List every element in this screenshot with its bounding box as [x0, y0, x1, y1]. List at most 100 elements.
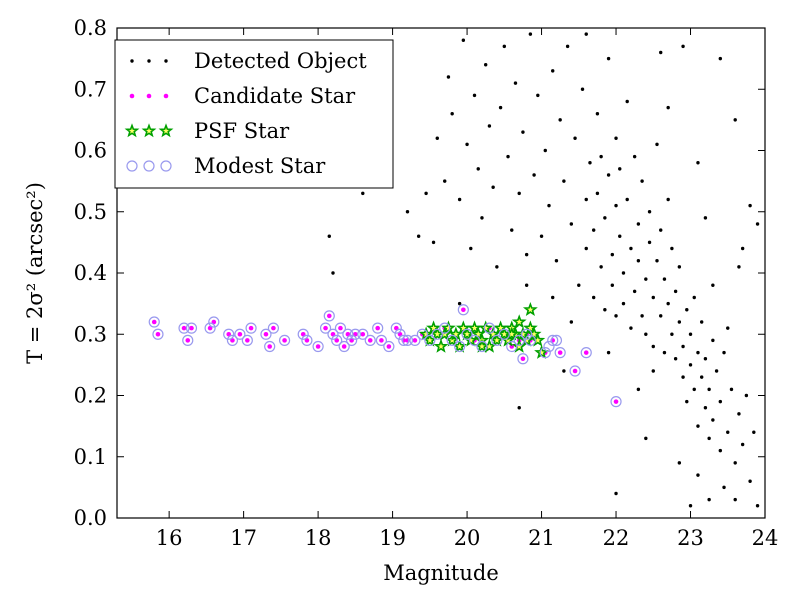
- modest-star-point: [331, 334, 343, 346]
- legend-marker-modest-star: [143, 160, 155, 172]
- psf-star-point: [534, 344, 549, 359]
- detected-object-point: [640, 179, 644, 183]
- detected-object-point: [644, 332, 648, 336]
- detected-object-point: [722, 350, 726, 355]
- detected-object-point: [636, 222, 641, 226]
- modest-star-point: [521, 328, 533, 340]
- modest-star-point: [569, 365, 581, 377]
- candidate-star-point: [461, 307, 466, 313]
- candidate-star-point: [245, 338, 250, 343]
- modest-star-point: [364, 334, 376, 346]
- detected-object-point: [681, 44, 685, 49]
- y-tick-label: 0.5: [74, 200, 107, 224]
- detected-object-point: [662, 350, 667, 355]
- detected-object-point: [644, 436, 648, 441]
- detected-object-point: [443, 179, 447, 183]
- modest-star-point: [550, 334, 563, 346]
- modest-star-point: [349, 328, 361, 340]
- modest-star-point: [267, 322, 280, 334]
- detected-object-point: [476, 167, 480, 171]
- modest-star-point: [457, 304, 469, 316]
- detected-object-point: [655, 259, 659, 263]
- detected-object-point: [614, 314, 618, 318]
- candidate-star-point: [520, 356, 526, 362]
- x-tick-label: 21: [528, 526, 555, 550]
- legend-marker-detected-object: [130, 59, 134, 63]
- detected-object-point: [632, 154, 637, 159]
- detected-object-point: [655, 142, 659, 147]
- detected-object-point: [435, 136, 439, 140]
- detected-object-point: [591, 295, 596, 300]
- detected-object-point: [685, 399, 689, 404]
- legend-label-psf-star: PSF Star: [194, 119, 290, 143]
- detected-object-point: [647, 210, 652, 214]
- detected-object-point: [595, 112, 600, 116]
- modest-star-point: [506, 340, 518, 353]
- legend: Detected Object Candidate Star PSF Star Mod…: [114, 39, 394, 189]
- detected-object-point: [711, 418, 715, 422]
- detected-object-point: [699, 320, 704, 324]
- modest-star-point: [476, 340, 488, 353]
- detected-object-point: [688, 332, 693, 336]
- psf-star-point: [522, 301, 538, 317]
- x-axis-label: Magnitude: [383, 561, 499, 585]
- detected-object-point: [472, 93, 477, 98]
- detected-object-point: [726, 430, 730, 434]
- detected-object-point: [726, 326, 730, 330]
- detected-object-point: [577, 283, 581, 287]
- candidate-star-point: [271, 325, 276, 331]
- modest-star-point: [431, 328, 443, 340]
- x-tick-label: 22: [603, 526, 630, 550]
- detected-object-point: [677, 461, 682, 465]
- candidate-star-point: [185, 338, 191, 343]
- detected-object-point: [595, 191, 600, 196]
- modest-star-point: [524, 334, 536, 346]
- psf-star-point: [467, 320, 482, 335]
- detected-object-point: [703, 216, 708, 220]
- candidate-star-point: [583, 350, 589, 355]
- detected-object-point: [659, 50, 663, 55]
- detected-object-point: [707, 497, 711, 502]
- detected-object-point: [562, 369, 566, 373]
- candidate-star-point: [226, 331, 232, 337]
- detected-object-point: [606, 173, 611, 177]
- modest-star-point: [327, 328, 339, 340]
- modest-star-point: [491, 334, 503, 346]
- detected-object-point: [696, 161, 700, 165]
- modest-star-point: [223, 328, 235, 340]
- modest-star-point: [398, 334, 410, 346]
- detected-object-point: [621, 301, 626, 306]
- modest-star-point: [182, 334, 194, 346]
- detected-object-point: [584, 32, 588, 36]
- detected-object-point: [748, 479, 752, 483]
- modest-star-point: [312, 340, 324, 353]
- psf-star-point: [429, 326, 445, 341]
- modest-star-point: [372, 322, 384, 334]
- candidate-star-point: [509, 344, 515, 349]
- candidate-star-point: [360, 331, 366, 337]
- detected-object-point: [673, 289, 678, 294]
- detected-object-point: [699, 375, 704, 379]
- detected-object-point: [539, 234, 544, 238]
- x-tick-label: 16: [156, 526, 183, 550]
- detected-object-point: [543, 148, 547, 153]
- detected-object-point: [483, 63, 488, 67]
- detected-object-point: [327, 234, 331, 238]
- modest-star-point: [148, 316, 160, 328]
- y-tick-label: 0.1: [74, 445, 107, 469]
- modest-star-point: [152, 328, 164, 340]
- modest-star-point: [241, 334, 253, 346]
- detected-object-point: [416, 234, 421, 238]
- detected-object-point: [521, 130, 525, 134]
- candidate-star-point: [353, 331, 358, 337]
- detected-object-point: [603, 308, 607, 312]
- x-tick-label: 19: [379, 526, 406, 550]
- candidate-star-point: [397, 331, 403, 337]
- candidate-star-point: [282, 338, 287, 343]
- detected-object-point: [457, 301, 462, 306]
- detected-object-point: [733, 461, 737, 465]
- candidate-star-point: [345, 331, 351, 337]
- detected-object-point: [636, 259, 641, 263]
- modest-star-point: [346, 334, 358, 346]
- detected-object-point: [696, 350, 700, 355]
